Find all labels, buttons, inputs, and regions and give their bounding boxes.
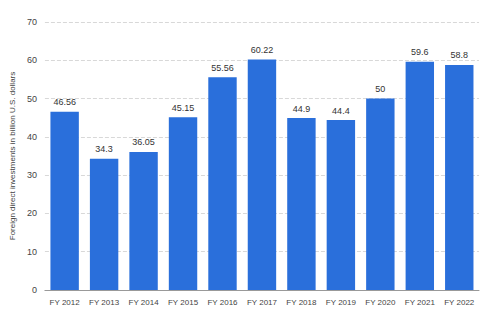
- svg-text:45.15: 45.15: [172, 103, 195, 113]
- svg-text:30: 30: [27, 170, 37, 180]
- svg-text:FY 2022: FY 2022: [444, 298, 475, 307]
- svg-text:FY 2020: FY 2020: [365, 298, 396, 307]
- svg-text:Foreign direct investments in: Foreign direct investments in billion U.…: [8, 72, 17, 241]
- svg-text:36.05: 36.05: [132, 137, 155, 147]
- svg-text:10: 10: [27, 247, 37, 257]
- svg-text:FY 2017: FY 2017: [247, 298, 278, 307]
- svg-text:70: 70: [27, 17, 37, 27]
- svg-text:55.56: 55.56: [211, 63, 234, 73]
- svg-text:FY 2012: FY 2012: [50, 298, 81, 307]
- svg-text:FY 2014: FY 2014: [129, 298, 160, 307]
- svg-text:50: 50: [27, 94, 37, 104]
- svg-text:58.8: 58.8: [451, 50, 469, 60]
- svg-text:FY 2015: FY 2015: [168, 298, 199, 307]
- svg-text:59.6: 59.6: [411, 47, 429, 57]
- svg-text:44.9: 44.9: [293, 104, 311, 114]
- svg-text:40: 40: [27, 132, 37, 142]
- svg-text:FY 2021: FY 2021: [405, 298, 436, 307]
- svg-text:60: 60: [27, 55, 37, 65]
- svg-text:FY 2018: FY 2018: [286, 298, 317, 307]
- svg-text:20: 20: [27, 208, 37, 218]
- svg-text:50: 50: [375, 84, 385, 94]
- svg-text:FY 2013: FY 2013: [89, 298, 120, 307]
- svg-text:0: 0: [32, 285, 37, 295]
- svg-text:44.4: 44.4: [332, 106, 350, 116]
- svg-text:34.3: 34.3: [95, 144, 113, 154]
- svg-text:FY 2019: FY 2019: [326, 298, 357, 307]
- svg-text:60.22: 60.22: [251, 45, 274, 55]
- svg-text:FY 2016: FY 2016: [207, 298, 238, 307]
- svg-text:46.56: 46.56: [53, 97, 76, 107]
